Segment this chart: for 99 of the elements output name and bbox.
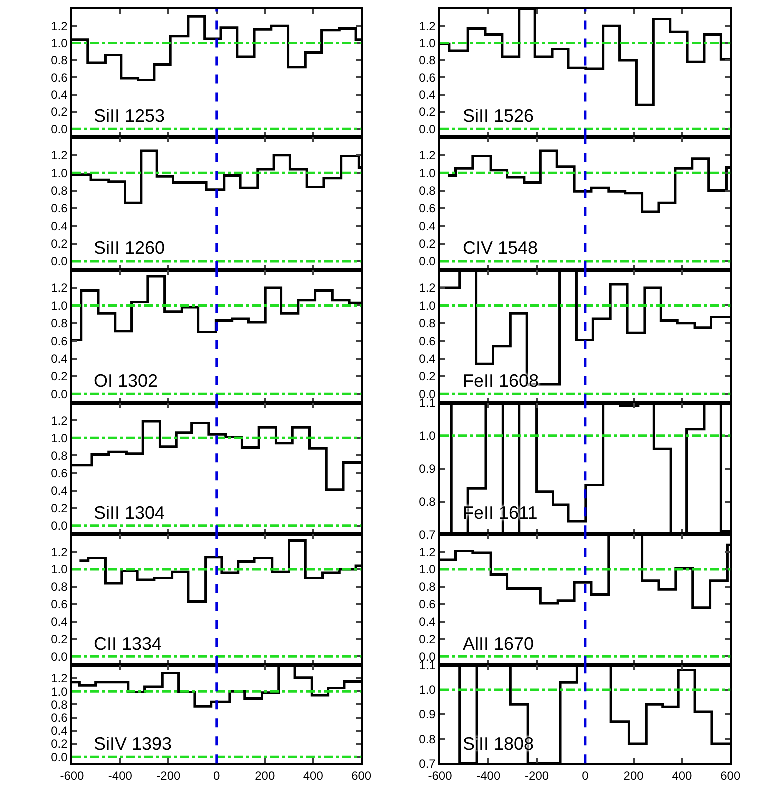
y-tick-label: 0.6 bbox=[51, 202, 68, 216]
text: SiII 1260 bbox=[94, 238, 166, 258]
y-tick-label: 0.6 bbox=[419, 598, 436, 612]
x-tick-label: 200 bbox=[255, 769, 276, 784]
y-tick-label: 0.4 bbox=[51, 615, 68, 630]
x-tick-label: -200 bbox=[525, 769, 550, 784]
y-tick-label: 0.0 bbox=[51, 650, 68, 664]
y-tick-label: 0.8 bbox=[419, 316, 436, 331]
y-tick-label: 1.2 bbox=[419, 281, 436, 296]
y-tick-label: 0.4 bbox=[51, 219, 68, 234]
text: CIV 1548 bbox=[463, 238, 538, 258]
y-tick-label: 0.2 bbox=[419, 237, 436, 252]
y-tick-label: 0.7 bbox=[419, 528, 436, 542]
y-tick-label: 0.8 bbox=[419, 54, 436, 68]
y-tick-label: 1.2 bbox=[419, 545, 436, 560]
y-tick-label: 0.0 bbox=[51, 254, 68, 269]
y-tick-label: 0.8 bbox=[51, 698, 68, 712]
y-tick-label: 0.4 bbox=[419, 352, 436, 366]
y-tick-label: 0.6 bbox=[419, 202, 436, 216]
y-tick-label: 1.0 bbox=[51, 298, 68, 313]
y-tick-label: 1.0 bbox=[419, 36, 436, 50]
y-tick-label: 0.2 bbox=[419, 370, 436, 384]
y-tick-label: 0.0 bbox=[419, 122, 436, 136]
x-tick-label: 400 bbox=[672, 769, 693, 784]
y-tick-label: 0.4 bbox=[51, 484, 68, 498]
y-tick-label: 1.2 bbox=[51, 672, 68, 686]
y-tick-label: 1.2 bbox=[419, 19, 436, 34]
text: SiIV 1393 bbox=[94, 734, 172, 754]
y-tick-label: 0.8 bbox=[419, 494, 436, 509]
y-tick-label: 1.2 bbox=[51, 414, 68, 428]
y-tick-label: 1.2 bbox=[51, 148, 68, 163]
y-tick-label: 0.4 bbox=[51, 88, 68, 102]
y-tick-label: 0.9 bbox=[419, 462, 436, 476]
y-tick-label: 0.2 bbox=[51, 237, 68, 252]
y-tick-label: 0.8 bbox=[51, 54, 68, 68]
y-tick-label: 0.0 bbox=[419, 254, 436, 269]
y-tick-label: 1.2 bbox=[51, 545, 68, 560]
y-tick-label: 1.0 bbox=[419, 166, 436, 180]
x-tick-label: 600 bbox=[352, 769, 372, 784]
text: OI 1302 bbox=[94, 371, 158, 391]
text: CII 1334 bbox=[94, 634, 162, 654]
x-tick-label: 200 bbox=[624, 769, 644, 784]
y-tick-label: 1.0 bbox=[51, 166, 68, 180]
y-tick-label: 0.8 bbox=[51, 184, 68, 198]
x-tick-label: -200 bbox=[156, 769, 181, 784]
y-tick-label: 1.0 bbox=[419, 562, 436, 577]
y-tick-label: 1.0 bbox=[51, 36, 68, 50]
y-tick-label: 0.6 bbox=[51, 70, 68, 85]
y-tick-label: 0.2 bbox=[419, 632, 436, 646]
y-tick-label: 0.6 bbox=[51, 710, 68, 725]
x-tick-label: -600 bbox=[60, 769, 85, 784]
y-tick-label: 0.2 bbox=[51, 105, 68, 120]
y-tick-label: 0.2 bbox=[51, 632, 68, 646]
x-tick-label: 600 bbox=[720, 769, 741, 784]
x-tick-label: -400 bbox=[108, 769, 133, 784]
y-tick-label: 0.8 bbox=[419, 732, 436, 746]
y-tick-label: 0.4 bbox=[419, 219, 436, 234]
y-tick-label: 0.0 bbox=[51, 122, 68, 136]
y-tick-label: 0.2 bbox=[51, 737, 68, 752]
y-tick-label: 0.4 bbox=[51, 724, 68, 738]
y-tick-label: 0.8 bbox=[51, 580, 68, 594]
y-tick-label: 0.8 bbox=[419, 580, 436, 594]
x-tick-label: 0 bbox=[214, 769, 221, 784]
y-tick-label: 0.8 bbox=[51, 316, 68, 331]
y-tick-label: 1.0 bbox=[51, 562, 68, 577]
y-tick-label: 0.4 bbox=[419, 615, 436, 630]
y-tick-label: 1.2 bbox=[419, 148, 436, 163]
y-tick-label: 1.0 bbox=[419, 683, 436, 698]
y-tick-label: 1.0 bbox=[51, 684, 68, 699]
y-tick-label: 0.4 bbox=[51, 352, 68, 366]
text: SiII 1253 bbox=[94, 106, 166, 126]
y-tick-label: 0.6 bbox=[51, 466, 68, 480]
text: SiII 1304 bbox=[94, 503, 166, 523]
y-tick-label: 0.8 bbox=[51, 448, 68, 463]
y-tick-label: 1.2 bbox=[51, 19, 68, 34]
x-tick-label: -400 bbox=[476, 769, 501, 784]
y-tick-label: 0.8 bbox=[419, 184, 436, 198]
y-tick-label: 0.6 bbox=[51, 334, 68, 348]
y-tick-label: 0.9 bbox=[419, 708, 436, 722]
y-tick-label: 0.7 bbox=[419, 756, 436, 771]
y-tick-label: 0.0 bbox=[51, 387, 68, 402]
text: SiII 1526 bbox=[463, 106, 534, 126]
y-tick-label: 0.4 bbox=[419, 88, 436, 102]
y-tick-label: 0.2 bbox=[51, 502, 68, 516]
y-tick-label: 0.0 bbox=[51, 750, 68, 764]
y-tick-label: 1.0 bbox=[419, 298, 436, 313]
y-tick-label: 1.0 bbox=[419, 429, 436, 444]
y-tick-label: 1.2 bbox=[51, 281, 68, 296]
y-tick-label: 0.2 bbox=[419, 105, 436, 120]
y-tick-label: 1.0 bbox=[51, 431, 68, 446]
y-tick-label: 0.6 bbox=[419, 334, 436, 348]
x-tick-label: 0 bbox=[582, 769, 590, 784]
y-tick-label: 0.6 bbox=[51, 598, 68, 612]
x-tick-label: -600 bbox=[428, 769, 453, 784]
x-tick-label: 400 bbox=[303, 769, 324, 784]
y-tick-label: 0.6 bbox=[419, 70, 436, 85]
y-tick-label: 0.2 bbox=[51, 370, 68, 384]
y-tick-label: 0.0 bbox=[51, 519, 68, 534]
text: AlII 1670 bbox=[463, 634, 534, 654]
